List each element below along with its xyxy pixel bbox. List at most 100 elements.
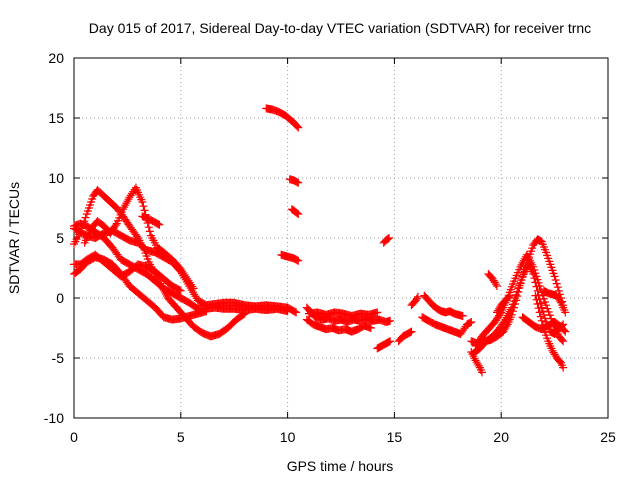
data-point bbox=[528, 260, 537, 269]
data-point bbox=[467, 318, 476, 326]
data-point bbox=[283, 307, 292, 316]
data-point bbox=[293, 209, 302, 218]
data-point bbox=[239, 310, 248, 319]
data-point bbox=[553, 283, 562, 292]
data-point bbox=[191, 292, 200, 301]
data-series-segment bbox=[394, 327, 416, 346]
data-point bbox=[77, 224, 86, 233]
data-point bbox=[189, 288, 198, 297]
data-point bbox=[176, 286, 185, 295]
data-point bbox=[550, 272, 559, 281]
data-series-segment bbox=[469, 260, 568, 358]
data-point bbox=[534, 304, 543, 313]
x-tick-label: 15 bbox=[387, 429, 403, 445]
data-series-segment bbox=[539, 286, 570, 317]
y-tick-label: 10 bbox=[48, 170, 64, 186]
y-tick-label: 20 bbox=[48, 50, 64, 66]
data-point bbox=[294, 210, 303, 218]
data-point bbox=[175, 286, 184, 295]
data-point bbox=[145, 227, 154, 236]
axis-ticks: 0 5 10 15 20 25 -10 -5 0 5 10 15 20 bbox=[44, 50, 616, 445]
data-point bbox=[505, 291, 514, 300]
x-axis-label: GPS time / hours bbox=[287, 458, 394, 474]
data-series-segment bbox=[262, 104, 303, 132]
data-point bbox=[366, 324, 375, 332]
data-point bbox=[132, 232, 141, 241]
y-axis-label: SDTVAR / TECUs bbox=[6, 182, 22, 294]
data-series-segment bbox=[373, 337, 395, 353]
chart-title: Day 015 of 2017, Sidereal Day-to-day VTE… bbox=[89, 20, 591, 36]
data-point bbox=[293, 122, 302, 131]
y-tick-label: 0 bbox=[56, 290, 64, 306]
data-point bbox=[140, 206, 149, 215]
data-series-segment bbox=[518, 313, 570, 336]
data-point bbox=[552, 279, 561, 288]
data-series-segment bbox=[285, 175, 303, 187]
data-point bbox=[555, 297, 564, 305]
y-tick-label: 15 bbox=[48, 110, 64, 126]
data-series-segment bbox=[379, 234, 394, 247]
data-point bbox=[532, 295, 541, 304]
data-series-segment bbox=[138, 212, 164, 229]
data-point bbox=[190, 290, 199, 299]
data-point bbox=[561, 327, 570, 336]
data-point bbox=[543, 304, 552, 313]
data-point bbox=[76, 228, 85, 236]
data-point bbox=[544, 307, 553, 316]
data-point bbox=[386, 316, 395, 325]
data-point bbox=[559, 363, 568, 372]
data-point bbox=[111, 221, 120, 230]
data-point bbox=[144, 223, 153, 232]
data-series-segment bbox=[304, 308, 382, 320]
data-point bbox=[537, 316, 546, 325]
data-point bbox=[78, 220, 87, 229]
data-point bbox=[81, 213, 90, 222]
data-point bbox=[458, 312, 467, 320]
data-point bbox=[535, 308, 544, 317]
data-point bbox=[412, 294, 421, 303]
data-point bbox=[542, 301, 551, 310]
data-point bbox=[202, 307, 211, 316]
data-point bbox=[139, 202, 148, 211]
data-point bbox=[491, 280, 500, 289]
data-point bbox=[383, 234, 392, 243]
data-series-segment bbox=[302, 315, 375, 336]
data-series-segment bbox=[420, 291, 467, 320]
data-point bbox=[240, 309, 249, 318]
data-series-segment bbox=[492, 291, 514, 317]
data-point bbox=[294, 123, 303, 132]
data-point bbox=[386, 337, 395, 346]
data-series-segment bbox=[70, 250, 185, 295]
y-tick-label: -5 bbox=[52, 350, 65, 366]
data-point bbox=[413, 292, 422, 301]
x-tick-label: 25 bbox=[600, 429, 616, 445]
data-point bbox=[506, 305, 515, 314]
data-point bbox=[477, 368, 486, 377]
y-tick-label: 5 bbox=[56, 230, 64, 246]
data-point bbox=[188, 282, 197, 291]
data-point bbox=[385, 234, 394, 242]
data-point bbox=[474, 361, 483, 370]
data-point bbox=[189, 284, 198, 293]
data-series-segment bbox=[277, 250, 303, 265]
y-tick-label: -10 bbox=[44, 410, 64, 426]
data-series-segment bbox=[287, 205, 303, 218]
data-point bbox=[292, 308, 301, 317]
data-point bbox=[155, 220, 164, 229]
data-point bbox=[294, 256, 303, 265]
data-point bbox=[560, 326, 569, 335]
data-point bbox=[294, 178, 303, 187]
data-point bbox=[407, 327, 416, 336]
data-point bbox=[373, 308, 382, 317]
data-points bbox=[70, 104, 570, 377]
data-series-segment bbox=[407, 292, 422, 310]
data-point bbox=[80, 217, 89, 226]
data-point bbox=[545, 311, 554, 320]
data-point bbox=[561, 308, 570, 317]
data-point bbox=[551, 276, 560, 284]
data-point bbox=[138, 198, 147, 206]
data-series-segment bbox=[484, 270, 501, 290]
x-tick-label: 20 bbox=[493, 429, 509, 445]
data-point bbox=[536, 312, 545, 321]
